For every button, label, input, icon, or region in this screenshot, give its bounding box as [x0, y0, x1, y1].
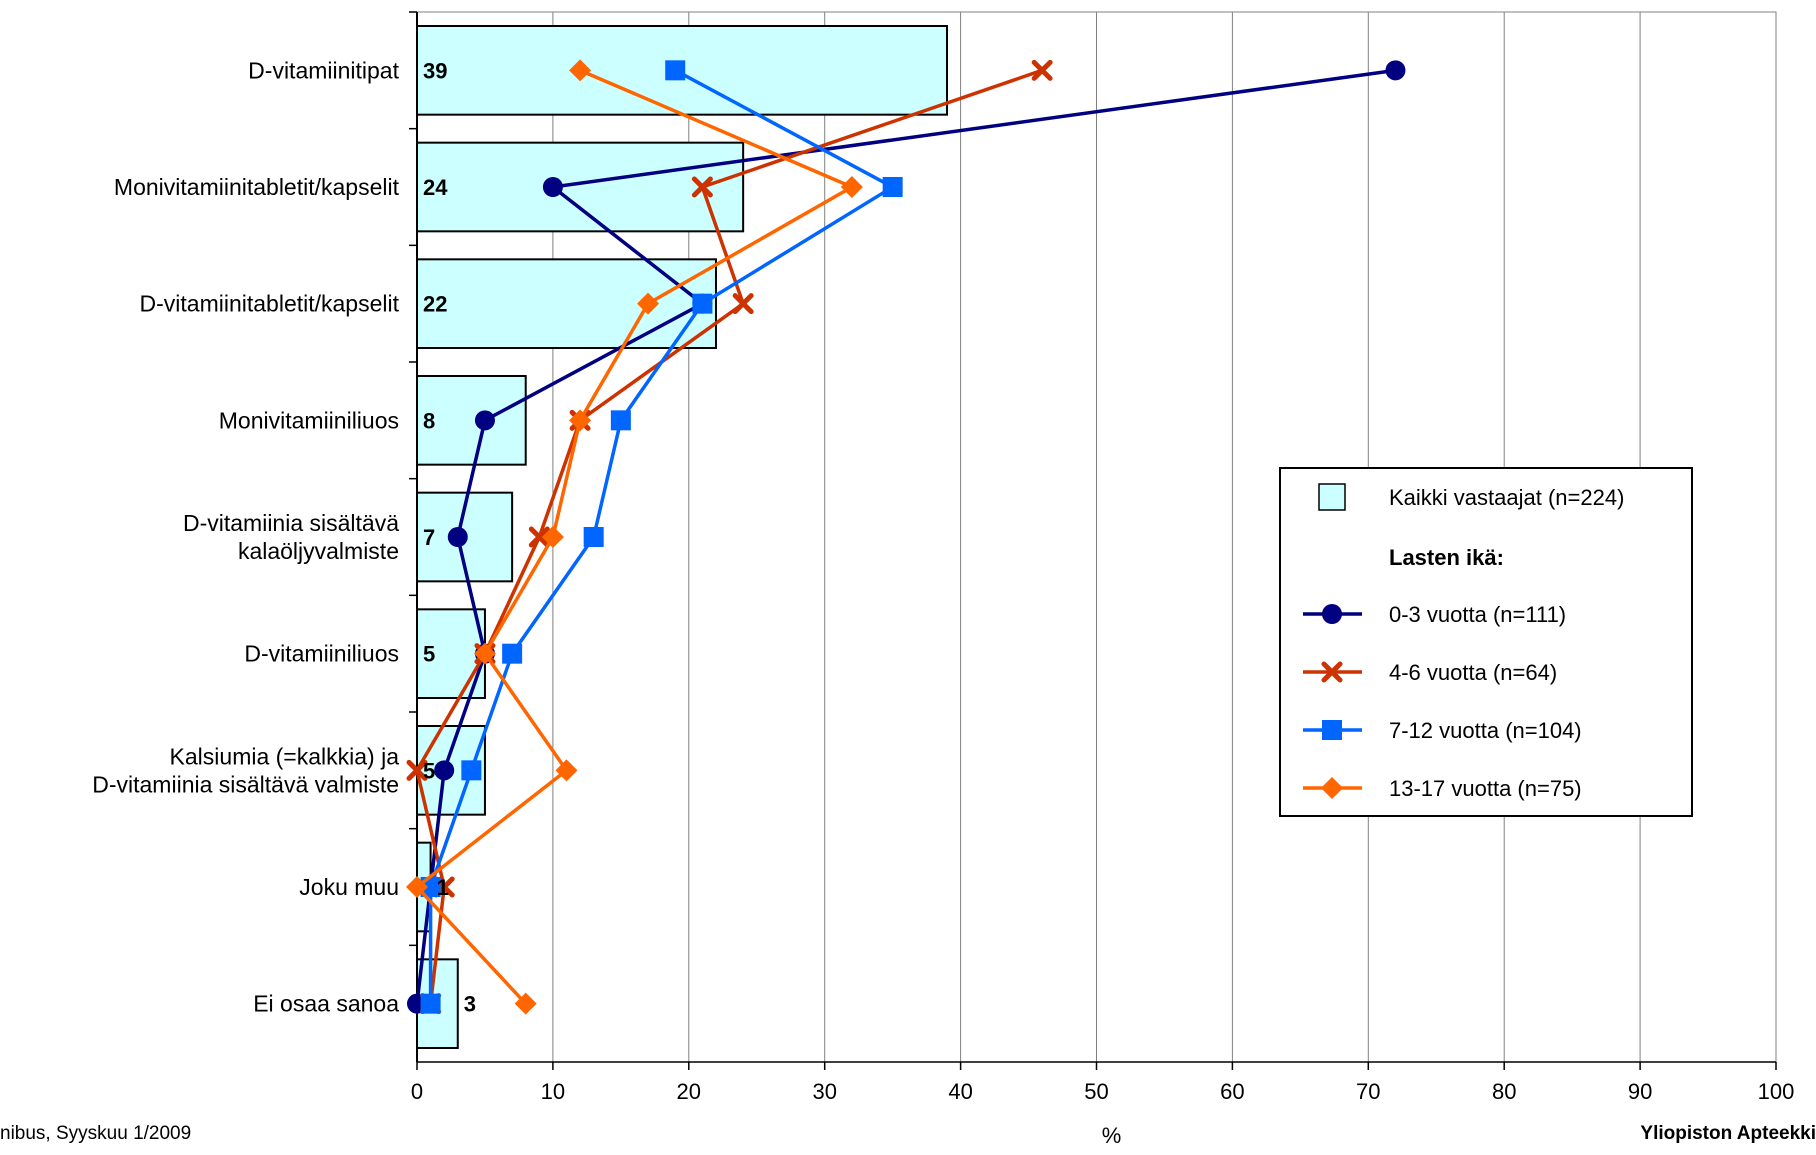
- bar-data-label: 24: [423, 175, 448, 200]
- marker-square: [1322, 720, 1342, 740]
- bar-data-label: 5: [423, 642, 435, 667]
- marker-x: [1321, 661, 1343, 683]
- marker-x: [528, 526, 550, 548]
- bar: [416, 141, 745, 233]
- bar-data-label: 3: [464, 992, 476, 1017]
- marker-diamond: [569, 59, 592, 82]
- marker-diamond: [840, 176, 863, 198]
- bar-data-label: 5: [423, 758, 435, 783]
- marker-diamond: [555, 759, 578, 782]
- marker-x: [1031, 59, 1053, 81]
- x-tick-label: 70: [1356, 1079, 1380, 1104]
- x-tick-label: 30: [812, 1079, 836, 1104]
- marker-diamond: [1321, 777, 1343, 799]
- x-tick-label: 50: [1084, 1079, 1108, 1104]
- category-label: Ei osaa sanoa: [253, 991, 399, 1017]
- marker-x: [406, 759, 428, 781]
- x-tick-label: 10: [541, 1079, 565, 1104]
- legend-label: 0-3 vuotta (n=111): [1389, 602, 1566, 627]
- category-label: kalaöljyvalmiste: [238, 538, 399, 564]
- bar: [416, 375, 527, 466]
- legend-label: 7-12 vuotta (n=104): [1389, 718, 1582, 743]
- x-tick-label: 90: [1628, 1079, 1652, 1104]
- x-tick-label: 80: [1492, 1079, 1516, 1104]
- marker-square: [692, 293, 713, 314]
- category-label: D-vitamiinia sisältävä: [183, 510, 399, 536]
- marker-circle: [447, 527, 468, 547]
- marker-diamond: [406, 876, 428, 898]
- x-tick-label: 40: [948, 1079, 972, 1104]
- bar-data-label: 1: [437, 875, 449, 900]
- marker-diamond: [514, 992, 537, 1015]
- marker-circle: [542, 177, 563, 197]
- marker-x: [691, 176, 713, 198]
- bar-data-label: 39: [423, 58, 447, 83]
- marker-circle: [474, 410, 495, 431]
- category-label: D-vitamiinitipat: [248, 57, 399, 83]
- bar: [416, 258, 717, 350]
- marker-square: [882, 177, 903, 197]
- marker-square: [583, 527, 604, 547]
- footer-brand: Yliopiston Apteekki: [1640, 1123, 1816, 1144]
- marker-diamond: [637, 292, 660, 315]
- category-label: D-vitamiinia sisältävä valmiste: [92, 771, 399, 797]
- bar-data-label: 7: [423, 525, 435, 550]
- x-axis-label: %: [1102, 1123, 1122, 1148]
- legend-entry: 4-6 vuotta (n=64): [1303, 660, 1557, 685]
- category-label: D-vitamiiniliuos: [244, 641, 399, 667]
- legend-entry: 13-17 vuotta (n=75): [1303, 776, 1582, 801]
- category-label: Monivitamiinitabletit/kapselit: [114, 174, 400, 200]
- legend: Kaikki vastaajat (n=224) Lasten ikä: 0-3 v…: [1279, 467, 1693, 817]
- marker-square: [665, 60, 686, 81]
- category-labels: D-vitamiinitipat Monivitamiinitabletit/ka…: [92, 57, 399, 1016]
- legend-entry: 7-12 vuotta (n=104): [1303, 718, 1582, 743]
- marker-circle: [1322, 604, 1342, 624]
- legend-label: 13-17 vuotta (n=75): [1389, 776, 1582, 801]
- category-label: Monivitamiiniliuos: [219, 407, 399, 433]
- bar-data-labels: 39 24 22 8 7 5 5 1 3: [423, 58, 476, 1016]
- line-series: [406, 59, 1406, 1015]
- x-tick-label: 100: [1758, 1079, 1795, 1104]
- marker-square: [420, 993, 441, 1014]
- legend-heading: Lasten ikä:: [1389, 545, 1504, 570]
- bar-data-label: 8: [423, 408, 435, 433]
- legend-box: [1279, 467, 1693, 817]
- x-tick-label: 0: [411, 1079, 423, 1104]
- x-tick-labels: 0 10 20 30 40 50 60 70 80 90 100: [411, 1079, 1794, 1104]
- category-label: Joku muu: [299, 874, 399, 900]
- legend-entry: 0-3 vuotta (n=111): [1303, 602, 1566, 627]
- legend-label: Kaikki vastaajat (n=224): [1389, 485, 1624, 510]
- marker-x: [732, 293, 754, 315]
- x-tick-label: 60: [1220, 1079, 1244, 1104]
- marker-square: [610, 410, 631, 431]
- marker-circle: [1385, 60, 1406, 81]
- series-line: [406, 59, 863, 1015]
- footer-source: nibus, Syyskuu 1/2009: [0, 1123, 192, 1144]
- bar-series: [416, 25, 949, 1049]
- bar-data-label: 22: [423, 292, 447, 317]
- category-label: Kalsiumia (=kalkkia) ja: [170, 743, 400, 769]
- marker-square: [461, 760, 482, 781]
- category-label: D-vitamiinitabletit/kapselit: [140, 291, 400, 317]
- marker-circle: [434, 760, 455, 781]
- legend-label: 4-6 vuotta (n=64): [1389, 660, 1557, 685]
- marker-diamond: [473, 642, 496, 665]
- marker-diamond: [541, 526, 564, 548]
- legend-swatch-bar: [1318, 483, 1346, 511]
- marker-square: [502, 643, 523, 664]
- x-tick-label: 20: [677, 1079, 701, 1104]
- marker-diamond: [569, 409, 592, 432]
